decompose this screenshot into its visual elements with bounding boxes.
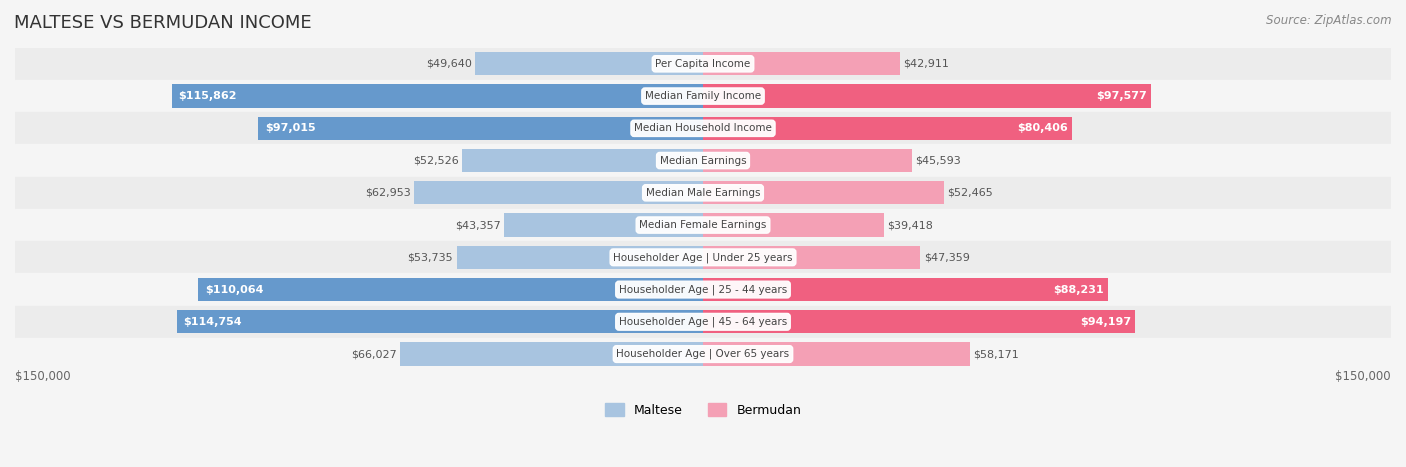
Text: $39,418: $39,418 — [887, 220, 934, 230]
Bar — [463, 149, 703, 172]
Bar — [15, 306, 1391, 338]
Bar — [703, 342, 970, 366]
Text: $150,000: $150,000 — [1336, 370, 1391, 383]
Text: $42,911: $42,911 — [903, 59, 949, 69]
Text: Median Household Income: Median Household Income — [634, 123, 772, 133]
Text: $52,465: $52,465 — [948, 188, 993, 198]
Text: $62,953: $62,953 — [366, 188, 411, 198]
Bar — [703, 149, 912, 172]
Bar — [15, 177, 1391, 209]
Bar — [457, 246, 703, 269]
Text: $52,526: $52,526 — [413, 156, 458, 166]
Text: $58,171: $58,171 — [973, 349, 1019, 359]
Legend: Maltese, Bermudan: Maltese, Bermudan — [600, 398, 806, 422]
Text: $53,735: $53,735 — [408, 252, 453, 262]
Text: Per Capita Income: Per Capita Income — [655, 59, 751, 69]
Bar — [505, 213, 703, 237]
Bar — [703, 278, 1108, 301]
Bar — [475, 52, 703, 76]
Text: $43,357: $43,357 — [456, 220, 501, 230]
Bar — [703, 52, 900, 76]
Text: Median Earnings: Median Earnings — [659, 156, 747, 166]
Text: $94,197: $94,197 — [1080, 317, 1132, 327]
Text: Median Male Earnings: Median Male Earnings — [645, 188, 761, 198]
Text: $150,000: $150,000 — [15, 370, 70, 383]
Bar — [15, 274, 1391, 306]
Text: Householder Age | Over 65 years: Householder Age | Over 65 years — [616, 349, 790, 359]
Bar — [15, 48, 1391, 80]
Text: $80,406: $80,406 — [1018, 123, 1069, 133]
Bar — [703, 85, 1150, 108]
Bar — [703, 213, 884, 237]
Text: Median Family Income: Median Family Income — [645, 91, 761, 101]
Bar — [15, 112, 1391, 144]
Bar — [177, 310, 703, 333]
Bar — [703, 181, 943, 205]
Text: $97,015: $97,015 — [264, 123, 315, 133]
Bar — [15, 241, 1391, 274]
Text: $115,862: $115,862 — [179, 91, 238, 101]
Text: $45,593: $45,593 — [915, 156, 962, 166]
Text: Source: ZipAtlas.com: Source: ZipAtlas.com — [1267, 14, 1392, 27]
Text: $47,359: $47,359 — [924, 252, 970, 262]
Text: Householder Age | 25 - 44 years: Householder Age | 25 - 44 years — [619, 284, 787, 295]
Text: $88,231: $88,231 — [1053, 284, 1104, 295]
Text: Householder Age | Under 25 years: Householder Age | Under 25 years — [613, 252, 793, 262]
Text: $49,640: $49,640 — [426, 59, 472, 69]
Bar — [703, 117, 1071, 140]
Bar — [703, 246, 920, 269]
Bar — [198, 278, 703, 301]
Bar — [15, 338, 1391, 370]
Bar — [415, 181, 703, 205]
Text: Householder Age | 45 - 64 years: Householder Age | 45 - 64 years — [619, 317, 787, 327]
Bar — [15, 209, 1391, 241]
Bar — [15, 80, 1391, 112]
Text: $97,577: $97,577 — [1097, 91, 1147, 101]
Text: $66,027: $66,027 — [352, 349, 396, 359]
Bar — [259, 117, 703, 140]
Text: $114,754: $114,754 — [184, 317, 242, 327]
Text: MALTESE VS BERMUDAN INCOME: MALTESE VS BERMUDAN INCOME — [14, 14, 312, 32]
Bar — [15, 144, 1391, 177]
Bar — [401, 342, 703, 366]
Text: $110,064: $110,064 — [205, 284, 263, 295]
Bar — [172, 85, 703, 108]
Text: Median Female Earnings: Median Female Earnings — [640, 220, 766, 230]
Bar — [703, 310, 1135, 333]
